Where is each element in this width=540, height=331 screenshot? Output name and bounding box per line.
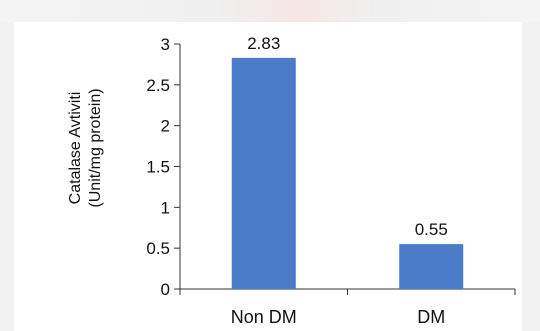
y-tick-label: 0.5	[146, 239, 170, 258]
y-tick-label: 1.5	[146, 158, 170, 177]
y-axis-title-line1: Catalase Avtiviti	[67, 92, 84, 205]
y-tick-label: 1	[161, 198, 170, 217]
data-label: 2.83	[247, 34, 280, 53]
category-label: DM	[417, 307, 445, 327]
y-tick-label: 3	[161, 35, 170, 54]
category-label: Non DM	[231, 307, 297, 327]
axes: 0 0.5 1 1.5 2 2.5 3	[146, 35, 516, 299]
background-left-band	[0, 22, 14, 331]
labels: 2.83 Non DM 0.55 DM	[231, 34, 448, 327]
bar-dm	[399, 244, 464, 289]
data-label: 0.55	[415, 220, 448, 239]
background-top-band	[0, 0, 540, 22]
background-right-band	[522, 22, 540, 331]
y-tick-label: 2	[161, 117, 170, 136]
y-tick-label: 2.5	[146, 76, 170, 95]
y-axis-title: Catalase Avtiviti (Unit/mg protein)	[67, 88, 104, 207]
bar-non-dm	[231, 57, 296, 290]
bars	[231, 57, 464, 290]
y-tick-label: 0	[161, 280, 170, 299]
y-axis-title-line2: (Unit/mg protein)	[87, 88, 104, 207]
